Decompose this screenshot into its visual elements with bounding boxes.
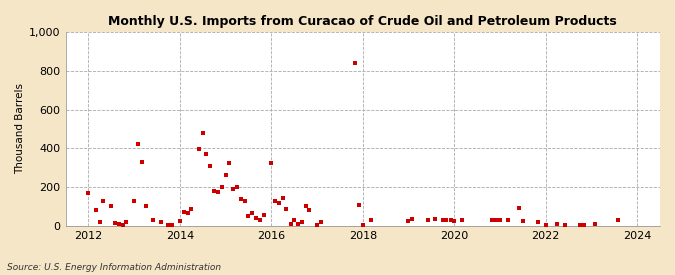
- Title: Monthly U.S. Imports from Curacao of Crude Oil and Petroleum Products: Monthly U.S. Imports from Curacao of Cru…: [109, 15, 617, 28]
- Point: [232, 185, 242, 189]
- Point: [281, 207, 292, 211]
- Point: [429, 217, 440, 221]
- Point: [197, 131, 208, 135]
- Point: [590, 222, 601, 226]
- Point: [140, 204, 151, 209]
- Point: [456, 218, 467, 222]
- Point: [182, 211, 193, 216]
- Point: [365, 218, 376, 222]
- Point: [236, 197, 246, 201]
- Point: [113, 222, 124, 226]
- Point: [285, 222, 296, 226]
- Point: [106, 204, 117, 209]
- Point: [129, 199, 140, 203]
- Point: [312, 223, 323, 227]
- Point: [551, 222, 562, 226]
- Point: [315, 220, 326, 224]
- Point: [449, 219, 460, 223]
- Point: [502, 218, 513, 222]
- Point: [403, 219, 414, 223]
- Point: [446, 218, 456, 222]
- Point: [533, 220, 543, 224]
- Y-axis label: Thousand Barrels: Thousand Barrels: [15, 83, 25, 174]
- Point: [167, 223, 178, 227]
- Point: [277, 196, 288, 200]
- Point: [437, 218, 448, 222]
- Point: [266, 161, 277, 165]
- Point: [518, 219, 529, 223]
- Point: [220, 173, 231, 178]
- Point: [296, 220, 307, 224]
- Point: [540, 223, 551, 227]
- Point: [441, 218, 452, 222]
- Point: [300, 204, 311, 209]
- Point: [186, 207, 196, 211]
- Point: [121, 220, 132, 224]
- Point: [578, 223, 589, 227]
- Point: [491, 218, 502, 222]
- Point: [251, 216, 262, 220]
- Point: [205, 164, 216, 168]
- Point: [201, 152, 212, 156]
- Point: [269, 199, 280, 203]
- Point: [178, 210, 189, 214]
- Point: [163, 223, 174, 227]
- Point: [228, 187, 239, 191]
- Point: [560, 223, 570, 227]
- Point: [612, 218, 623, 222]
- Point: [292, 222, 303, 226]
- Point: [217, 185, 227, 189]
- Text: Source: U.S. Energy Information Administration: Source: U.S. Energy Information Administ…: [7, 263, 221, 272]
- Point: [357, 223, 368, 227]
- Point: [258, 213, 269, 218]
- Point: [213, 190, 223, 194]
- Point: [240, 199, 250, 203]
- Point: [246, 211, 257, 216]
- Point: [254, 218, 265, 222]
- Point: [132, 142, 143, 147]
- Point: [148, 218, 159, 222]
- Point: [289, 218, 300, 222]
- Point: [95, 220, 105, 224]
- Point: [273, 200, 284, 205]
- Point: [354, 202, 364, 207]
- Point: [487, 218, 497, 222]
- Point: [209, 189, 219, 193]
- Point: [407, 217, 418, 221]
- Point: [90, 208, 101, 213]
- Point: [155, 220, 166, 224]
- Point: [243, 214, 254, 218]
- Point: [514, 206, 524, 211]
- Point: [495, 218, 506, 222]
- Point: [574, 223, 585, 227]
- Point: [174, 219, 185, 223]
- Point: [224, 161, 235, 165]
- Point: [423, 218, 433, 222]
- Point: [109, 221, 120, 225]
- Point: [304, 208, 315, 213]
- Point: [194, 147, 205, 152]
- Point: [117, 223, 128, 227]
- Point: [83, 191, 94, 195]
- Point: [136, 160, 147, 164]
- Point: [98, 199, 109, 203]
- Point: [350, 61, 360, 65]
